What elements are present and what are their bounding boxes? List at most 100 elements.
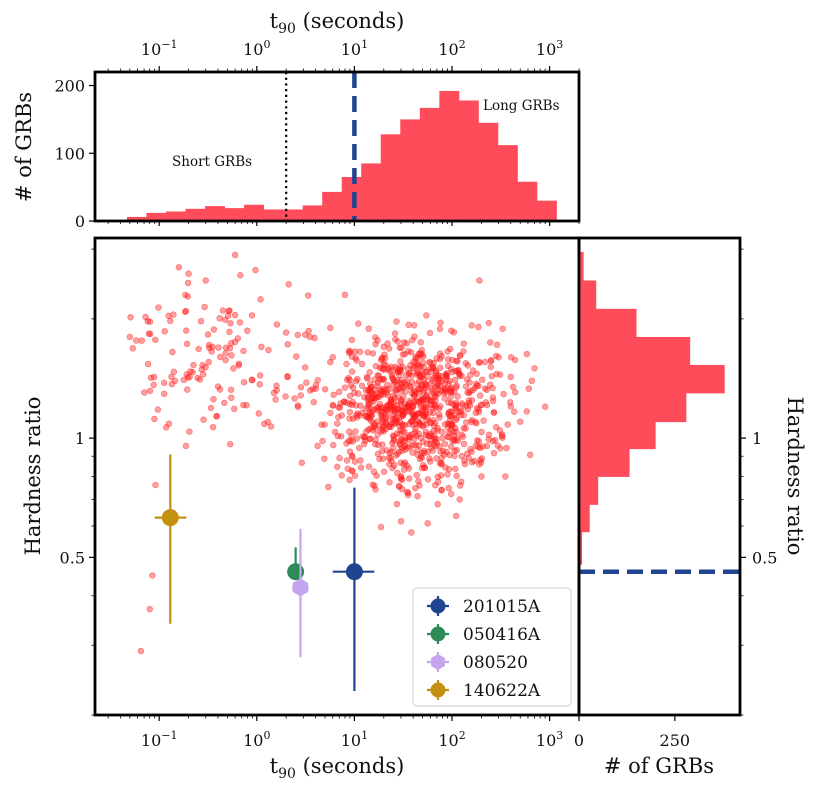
scatter-point — [489, 397, 497, 405]
scatter-point — [503, 444, 510, 452]
scatter-point — [426, 329, 434, 337]
scatter-point — [284, 341, 291, 348]
scatter-point — [444, 471, 451, 478]
scatter-point — [365, 463, 373, 470]
top-histogram-bar — [497, 145, 518, 221]
scatter-point — [376, 364, 384, 372]
scatter-point — [329, 354, 336, 361]
top-histogram-bar — [185, 208, 206, 221]
scatter-point — [457, 482, 464, 489]
scatter-point — [353, 357, 360, 364]
scatter-point — [346, 476, 353, 484]
right-histogram-x-ticks: 0 250 — [574, 715, 690, 750]
scatter-point — [453, 382, 460, 389]
scatter-point — [321, 386, 329, 393]
scatter-point — [346, 448, 354, 455]
scatter-point — [294, 403, 302, 411]
top-histogram-bar — [166, 211, 186, 221]
scatter-point — [372, 486, 379, 493]
scatter-point — [397, 358, 404, 365]
scatter-point — [216, 386, 224, 393]
right-y-tick-label: 1 — [752, 429, 762, 448]
scatter-point — [468, 459, 476, 466]
scatter-point — [444, 356, 452, 363]
scatter-point — [371, 482, 378, 489]
scatter-point — [433, 435, 440, 442]
scatter-point — [210, 326, 218, 333]
scatter-point — [265, 346, 272, 354]
scatter-point — [408, 529, 415, 536]
scatter-point — [441, 389, 448, 397]
scatter-point — [133, 337, 140, 344]
scatter-point — [399, 351, 407, 358]
scatter-point — [441, 440, 449, 448]
scatter-point — [458, 478, 465, 485]
top-x-tick-label: 100 — [243, 38, 270, 59]
right-histogram-bar — [579, 448, 630, 477]
scatter-point — [387, 368, 394, 375]
scatter-point — [410, 365, 417, 372]
scatter-point — [201, 303, 208, 311]
scatter-point — [417, 339, 424, 346]
scatter-point — [305, 327, 312, 335]
scatter-point — [334, 463, 341, 471]
scatter-point — [144, 360, 152, 368]
scatter-point — [377, 523, 385, 531]
scatter-point — [348, 368, 356, 375]
scatter-point — [523, 350, 531, 358]
scatter-point — [432, 372, 439, 380]
scatter-point — [202, 363, 209, 371]
scatter-point — [383, 402, 390, 410]
scatter-point — [312, 381, 320, 389]
scatter-point — [427, 401, 435, 409]
top-histogram-bar — [146, 212, 167, 221]
scatter-point — [343, 376, 351, 384]
scatter-point — [426, 458, 434, 465]
scatter-point — [438, 486, 445, 494]
top-histogram-bar — [205, 206, 225, 221]
scatter-point — [476, 277, 483, 284]
scatter-point — [517, 418, 524, 425]
scatter-point — [397, 475, 405, 483]
scatter-point — [414, 492, 421, 500]
right-y-tick-label: 0.5 — [752, 548, 777, 567]
scatter-point — [336, 454, 343, 462]
scatter-point — [392, 409, 399, 416]
top-y-tick-label: 0 — [75, 212, 85, 231]
scatter-point — [477, 402, 485, 409]
scatter-point — [456, 496, 463, 503]
scatter-point — [222, 356, 229, 364]
scatter-point — [410, 322, 418, 329]
scatter-point — [460, 411, 468, 419]
scatter-point — [525, 385, 533, 392]
scatter-point — [483, 386, 491, 394]
scatter-point — [390, 462, 398, 469]
scatter-x-tick-label: 100 — [243, 729, 270, 750]
scatter-point — [413, 380, 421, 388]
scatter-point — [405, 348, 412, 355]
scatter-point — [330, 441, 337, 449]
top-histogram-bar — [517, 181, 538, 221]
scatter-point — [442, 464, 449, 471]
scatter-point — [161, 390, 168, 398]
legend-swatch-marker — [431, 654, 445, 670]
scatter-point — [270, 389, 278, 397]
scatter-point — [230, 365, 237, 372]
scatter-point — [393, 401, 400, 409]
scatter-point — [335, 413, 342, 421]
right-x-tick-label: 0 — [574, 731, 584, 750]
right-histogram-frame — [577, 236, 742, 717]
scatter-point — [427, 397, 434, 404]
scatter-point — [366, 369, 373, 376]
scatter-point — [437, 472, 445, 479]
scatter-point — [282, 393, 289, 400]
scatter-point — [460, 340, 468, 347]
scatter-point — [447, 365, 455, 373]
top-histogram-bar — [126, 216, 147, 221]
scatter-point — [378, 447, 386, 455]
scatter-point — [413, 371, 421, 378]
scatter-point — [154, 406, 162, 413]
scatter-point — [386, 449, 393, 457]
scatter-point — [343, 457, 351, 464]
scatter-point — [372, 395, 380, 402]
